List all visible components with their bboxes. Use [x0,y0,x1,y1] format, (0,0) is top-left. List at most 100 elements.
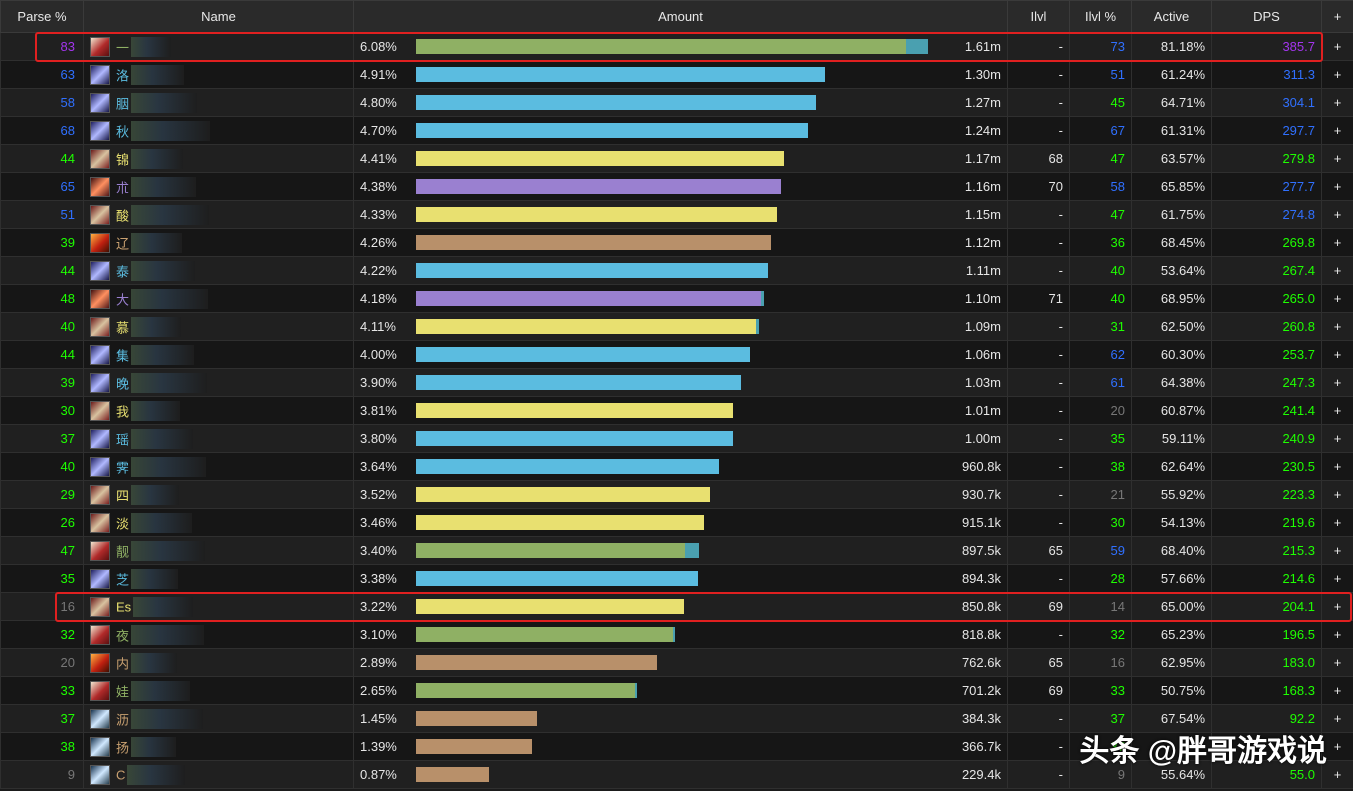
player-name-cell[interactable]: 靓 [83,536,354,565]
player-name-cell[interactable]: 酸 [83,200,354,229]
player-name[interactable]: 慕 [116,320,130,335]
player-name-cell[interactable]: 夜 [83,620,354,649]
table-row[interactable]: 39 晚 3.90% 1.03m -61 64.38% 247.3 + [0,368,1353,397]
player-name[interactable]: Es [116,599,132,614]
table-row[interactable]: 29 四 3.52% 930.7k -21 55.92% 223.3 + [0,480,1353,509]
player-name[interactable]: 我 [116,404,130,419]
expand-button[interactable]: + [1321,172,1353,201]
player-name[interactable]: 霁 [116,460,130,475]
table-row[interactable]: 44 锦 4.41% 1.17m 68 47 63.57% 279.8 + [0,144,1353,173]
expand-button[interactable]: + [1321,256,1353,285]
player-name-cell[interactable]: 霁 [83,452,354,481]
table-row[interactable]: 33 娃 2.65% 701.2k 69 33 50.75% 168.3 + [0,676,1353,705]
col-active[interactable]: Active [1131,0,1212,33]
player-name-cell[interactable]: 洛 [83,60,354,89]
col-add[interactable]: + [1321,0,1353,33]
player-name-cell[interactable]: 锦 [83,144,354,173]
expand-button[interactable]: + [1321,368,1353,397]
player-name-cell[interactable]: C [83,760,354,789]
player-name[interactable]: 瑶 [116,432,130,447]
table-row[interactable]: 35 芝 3.38% 894.3k -28 57.66% 214.6 + [0,564,1353,593]
table-row[interactable]: 44 泰 4.22% 1.11m -40 53.64% 267.4 + [0,256,1353,285]
expand-button[interactable]: + [1321,648,1353,677]
table-row[interactable]: 51 酸 4.33% 1.15m -47 61.75% 274.8 + [0,200,1353,229]
player-name-cell[interactable]: 一 [83,32,354,61]
player-name-cell[interactable]: 集 [83,340,354,369]
expand-button[interactable]: + [1321,32,1353,61]
player-name[interactable]: 靓 [116,544,130,559]
expand-button[interactable]: + [1321,480,1353,509]
table-row[interactable]: 47 靓 3.40% 897.5k 65 59 68.40% 215.3 + [0,536,1353,565]
player-name[interactable]: 淡 [116,516,130,531]
player-name-cell[interactable]: 沥 [83,704,354,733]
table-row[interactable]: 37 沥 1.45% 384.3k -37 67.54% 92.2 + [0,704,1353,733]
player-name-cell[interactable]: 扬 [83,732,354,761]
expand-button[interactable]: + [1321,452,1353,481]
expand-button[interactable]: + [1321,732,1353,761]
table-row[interactable]: 63 洛 4.91% 1.30m -51 61.24% 311.3 + [0,60,1353,89]
col-name[interactable]: Name [83,0,354,33]
expand-button[interactable]: + [1321,60,1353,89]
table-row[interactable]: 38 扬 1.39% 366.7k -37 + [0,732,1353,761]
table-row[interactable]: 30 我 3.81% 1.01m -20 60.87% 241.4 + [0,396,1353,425]
expand-button[interactable]: + [1321,116,1353,145]
table-row[interactable]: 26 淡 3.46% 915.1k -30 54.13% 219.6 + [0,508,1353,537]
expand-button[interactable]: + [1321,228,1353,257]
expand-button[interactable]: + [1321,312,1353,341]
player-name[interactable]: 洛 [116,68,130,83]
table-row[interactable]: 40 慕 4.11% 1.09m -31 62.50% 260.8 + [0,312,1353,341]
player-name-cell[interactable]: Es [83,592,354,621]
player-name-cell[interactable]: 大 [83,284,354,313]
player-name-cell[interactable]: 四 [83,480,354,509]
table-row[interactable]: 65 朮 4.38% 1.16m 70 58 65.85% 277.7 + [0,172,1353,201]
table-row[interactable]: 44 集 4.00% 1.06m -62 60.30% 253.7 + [0,340,1353,369]
table-row[interactable]: 83 一 6.08% 1.61m -73 81.18% 385.7 + [0,32,1353,61]
expand-button[interactable]: + [1321,620,1353,649]
player-name-cell[interactable]: 娃 [83,676,354,705]
player-name[interactable]: 胭 [116,96,130,111]
col-ilvl-pct[interactable]: Ilvl % [1069,0,1132,33]
expand-button[interactable]: + [1321,564,1353,593]
table-row[interactable]: 68 秋 4.70% 1.24m -67 61.31% 297.7 + [0,116,1353,145]
player-name[interactable]: 锦 [116,152,130,167]
table-row[interactable]: 9 C 0.87% 229.4k -9 55.64% 55.0 + [0,760,1353,789]
table-row[interactable]: 37 瑶 3.80% 1.00m -35 59.11% 240.9 + [0,424,1353,453]
player-name-cell[interactable]: 胭 [83,88,354,117]
player-name[interactable]: 大 [116,292,130,307]
player-name[interactable]: 沥 [116,712,130,727]
expand-button[interactable]: + [1321,284,1353,313]
expand-button[interactable]: + [1321,144,1353,173]
player-name[interactable]: 朮 [116,180,130,195]
table-row[interactable]: 58 胭 4.80% 1.27m -45 64.71% 304.1 + [0,88,1353,117]
col-dps[interactable]: DPS [1211,0,1322,33]
expand-button[interactable]: + [1321,200,1353,229]
expand-button[interactable]: + [1321,424,1353,453]
player-name-cell[interactable]: 慕 [83,312,354,341]
player-name[interactable]: C [116,767,126,782]
player-name[interactable]: 内 [116,656,130,671]
table-row[interactable]: 16 Es 3.22% 850.8k 69 14 65.00% 204.1 + [0,592,1353,621]
player-name-cell[interactable]: 淡 [83,508,354,537]
player-name[interactable]: 四 [116,488,130,503]
col-ilvl[interactable]: Ilvl [1007,0,1070,33]
expand-button[interactable]: + [1321,508,1353,537]
player-name[interactable]: 晚 [116,376,130,391]
player-name[interactable]: 一 [116,40,130,55]
table-row[interactable]: 40 霁 3.64% 960.8k -38 62.64% 230.5 + [0,452,1353,481]
player-name-cell[interactable]: 朮 [83,172,354,201]
expand-button[interactable]: + [1321,676,1353,705]
player-name-cell[interactable]: 内 [83,648,354,677]
player-name-cell[interactable]: 泰 [83,256,354,285]
player-name[interactable]: 酸 [116,208,130,223]
player-name[interactable]: 娃 [116,684,130,699]
player-name[interactable]: 泰 [116,264,130,279]
player-name[interactable]: 集 [116,348,130,363]
player-name[interactable]: 夜 [116,628,130,643]
table-row[interactable]: 32 夜 3.10% 818.8k -32 65.23% 196.5 + [0,620,1353,649]
player-name-cell[interactable]: 芝 [83,564,354,593]
table-row[interactable]: 20 内 2.89% 762.6k 65 16 62.95% 183.0 + [0,648,1353,677]
expand-button[interactable]: + [1321,88,1353,117]
expand-button[interactable]: + [1321,340,1353,369]
table-row[interactable]: 48 大 4.18% 1.10m 71 40 68.95% 265.0 + [0,284,1353,313]
player-name[interactable]: 辽 [116,236,130,251]
